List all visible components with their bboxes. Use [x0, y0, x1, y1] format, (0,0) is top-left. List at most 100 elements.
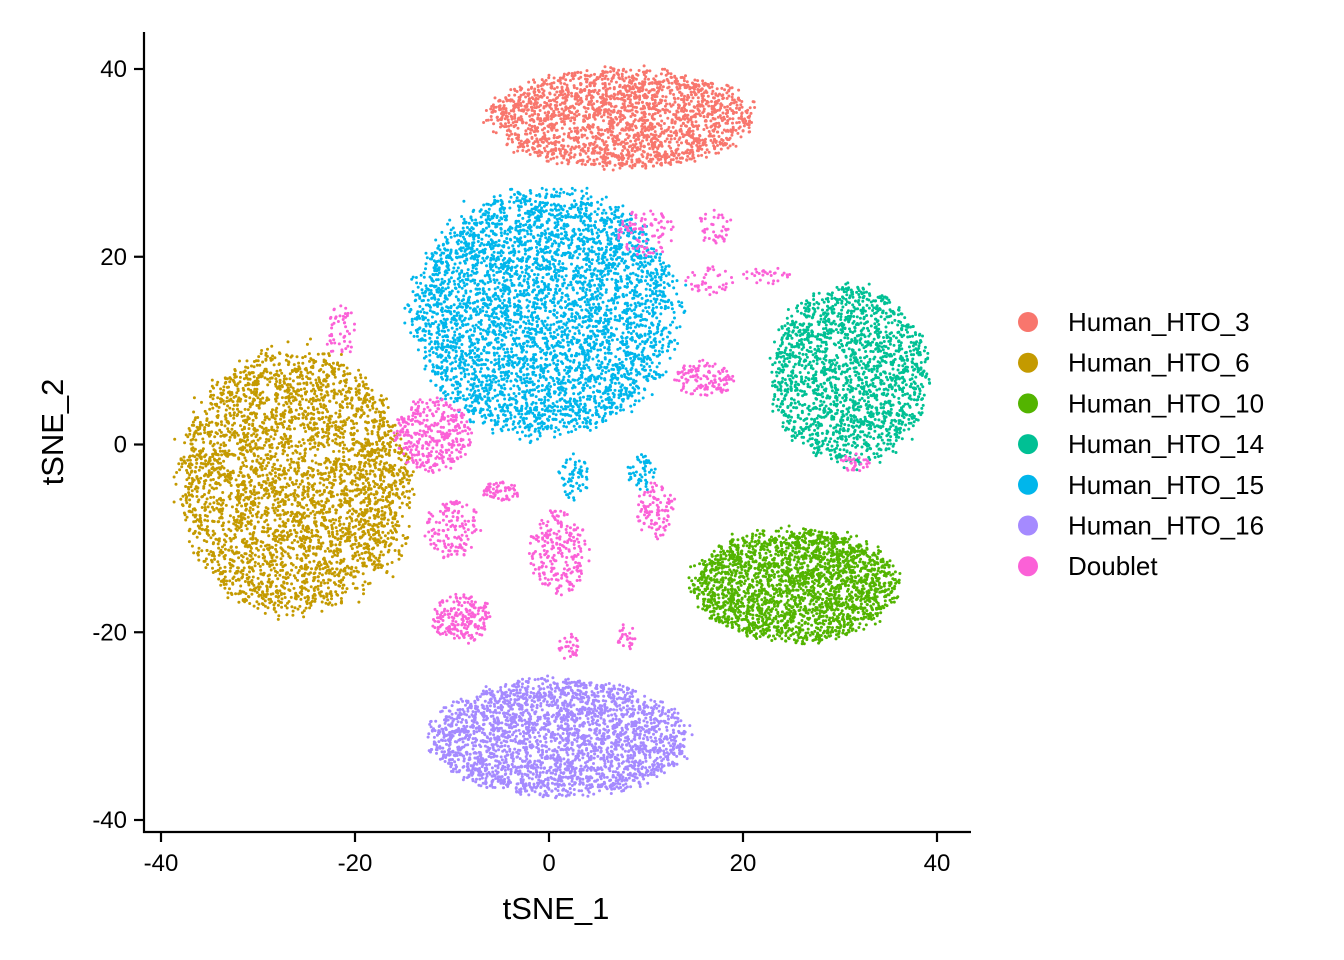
point — [217, 520, 221, 524]
point — [361, 401, 365, 405]
point — [281, 485, 285, 489]
point — [331, 372, 335, 376]
point — [222, 402, 226, 406]
point — [731, 127, 735, 131]
point — [217, 563, 221, 567]
point — [297, 457, 301, 461]
point — [217, 466, 221, 470]
point — [580, 133, 584, 137]
point — [266, 457, 270, 460]
point — [579, 82, 583, 86]
point — [360, 552, 364, 555]
point — [617, 109, 621, 113]
point — [358, 465, 362, 469]
point — [335, 529, 339, 533]
point — [602, 97, 606, 101]
point — [621, 158, 624, 162]
point — [283, 412, 286, 416]
point — [217, 553, 221, 557]
point — [337, 584, 341, 588]
point — [177, 462, 181, 466]
point — [285, 402, 289, 406]
point — [552, 76, 556, 80]
point — [275, 380, 279, 383]
point — [306, 488, 310, 492]
point — [244, 443, 248, 447]
point — [398, 469, 402, 473]
point — [653, 98, 657, 102]
point — [204, 479, 208, 482]
point — [503, 117, 507, 121]
point — [723, 88, 727, 92]
point — [225, 385, 229, 389]
point — [327, 432, 331, 435]
point — [384, 452, 388, 456]
point — [286, 458, 290, 462]
point — [590, 103, 594, 107]
point — [299, 585, 302, 589]
point — [567, 153, 571, 157]
point — [538, 109, 542, 112]
point — [395, 538, 399, 542]
point — [617, 162, 621, 166]
point — [241, 569, 245, 573]
point — [264, 440, 268, 444]
point — [312, 412, 316, 416]
point — [348, 390, 352, 394]
point — [326, 393, 330, 397]
point — [234, 535, 237, 539]
point — [296, 571, 300, 575]
point — [294, 449, 298, 453]
point — [327, 352, 331, 356]
point — [230, 391, 234, 394]
point — [555, 85, 559, 89]
point — [256, 510, 260, 514]
point — [232, 403, 236, 407]
point — [212, 541, 215, 545]
point — [275, 563, 279, 567]
point — [355, 586, 359, 590]
point — [691, 129, 695, 133]
point — [351, 438, 355, 441]
point — [661, 94, 665, 98]
point — [643, 121, 647, 125]
point — [289, 439, 293, 443]
point — [510, 132, 514, 136]
point — [532, 91, 536, 95]
point — [214, 421, 218, 425]
point — [590, 151, 594, 155]
point — [364, 469, 368, 473]
point — [728, 144, 732, 148]
point — [516, 106, 520, 110]
point — [292, 363, 296, 367]
point — [315, 381, 318, 385]
point — [272, 566, 276, 570]
point — [242, 480, 246, 484]
point — [263, 611, 267, 615]
point — [716, 144, 719, 147]
point — [271, 354, 275, 358]
point — [383, 534, 387, 538]
point — [227, 548, 231, 552]
point — [247, 427, 251, 431]
point — [253, 589, 257, 593]
point — [714, 93, 718, 97]
point — [271, 553, 275, 557]
point — [524, 112, 528, 116]
point — [562, 132, 566, 136]
point — [625, 132, 629, 136]
point — [402, 466, 406, 470]
point — [567, 134, 570, 138]
point — [643, 112, 647, 116]
point — [338, 561, 342, 565]
point — [675, 160, 679, 164]
point — [274, 479, 278, 483]
point — [320, 521, 323, 525]
point — [310, 389, 313, 393]
series-human-hto-6 — [172, 337, 416, 621]
point — [573, 71, 577, 75]
point — [579, 128, 583, 132]
point — [342, 363, 346, 367]
point — [579, 96, 583, 100]
point — [219, 387, 223, 391]
